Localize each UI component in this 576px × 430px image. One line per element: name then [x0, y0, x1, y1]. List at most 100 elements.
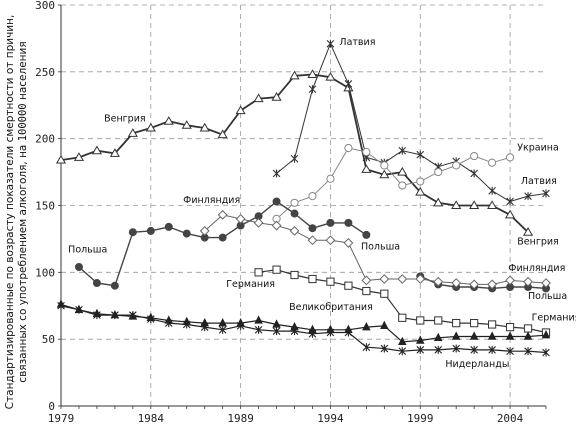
data-point: [362, 147, 371, 157]
data-point: [217, 129, 228, 139]
data-point: [452, 319, 461, 328]
data-point: [73, 152, 85, 161]
data-point: [344, 79, 353, 88]
data-point: [379, 169, 390, 179]
data-point: [218, 325, 227, 334]
y-tick-label-150: 150: [35, 200, 55, 213]
y-axis-title-line-2-pre: связанных со употреблением алкоголя, на: [17, 141, 29, 382]
data-point: [542, 189, 550, 198]
data-point: [109, 148, 120, 157]
data-point: [398, 181, 407, 190]
data-point: [469, 200, 480, 209]
data-point: [272, 265, 281, 274]
data-point: [487, 200, 498, 209]
data-point: [451, 278, 462, 288]
data-point: [128, 228, 137, 237]
data-point: [344, 328, 353, 337]
data-point: [380, 289, 389, 298]
data-point: [164, 222, 173, 231]
data-point: [505, 331, 515, 340]
series-label-5: Финляндия: [183, 195, 240, 206]
data-point: [415, 186, 426, 196]
data-point: [236, 321, 245, 330]
data-point: [470, 319, 479, 328]
data-point: [523, 276, 533, 287]
series-label-4: Венгрия: [517, 236, 558, 247]
data-point: [199, 225, 210, 236]
data-point: [344, 218, 353, 227]
series-label-10: Польша: [528, 291, 567, 302]
data-point: [326, 328, 335, 337]
series-label-7: Польша: [361, 242, 400, 253]
data-point: [308, 224, 317, 233]
y-tick-label-200: 200: [35, 133, 55, 146]
series-label-1: Латвия: [339, 37, 375, 48]
svg-text:связанных со употреблением алк: связанных со употреблением алкоголя, на …: [17, 41, 29, 382]
x-tick-label-1999: 1999: [407, 412, 434, 425]
data-point: [398, 347, 407, 356]
data-point: [416, 150, 425, 159]
data-point: [506, 197, 514, 206]
data-point: [451, 200, 462, 209]
data-point: [343, 238, 354, 248]
data-point: [434, 316, 443, 325]
data-point: [254, 325, 263, 334]
data-point: [110, 281, 119, 290]
series-3: [74, 197, 371, 290]
data-point: [397, 166, 408, 176]
data-point: [92, 279, 101, 288]
data-point: [522, 227, 534, 236]
series-label-2: Украина: [517, 143, 559, 154]
data-point: [380, 344, 389, 353]
data-point: [147, 315, 155, 324]
x-tick-label-1984: 1984: [138, 412, 165, 425]
data-point: [290, 209, 299, 218]
data-point: [289, 225, 300, 236]
data-point: [217, 209, 228, 220]
data-point: [182, 229, 191, 238]
x-tick-label-1979: 1979: [48, 412, 75, 425]
data-point: [200, 323, 209, 332]
data-point: [308, 192, 317, 201]
data-point: [434, 167, 443, 177]
data-point: [344, 143, 353, 153]
data-point: [541, 330, 551, 339]
data-point: [505, 275, 515, 286]
data-point: [470, 169, 478, 178]
data-point: [164, 319, 173, 328]
svg-text:Стандартизированные по возраст: Стандартизированные по возрасту показате…: [4, 15, 16, 410]
data-point: [488, 158, 497, 167]
data-point: [272, 197, 281, 206]
data-point: [75, 305, 83, 314]
data-point: [505, 153, 515, 162]
data-point: [344, 281, 353, 290]
y-axis-title: Стандартизированные по возрасту показате…: [4, 15, 29, 410]
data-point: [362, 343, 371, 352]
data-point: [470, 151, 479, 161]
y-tick-label-100: 100: [35, 266, 55, 279]
x-tick-label-1994: 1994: [317, 412, 344, 425]
data-point: [398, 336, 407, 346]
series-label-8: Финляндия: [508, 263, 565, 274]
data-point: [487, 279, 498, 290]
data-point: [361, 164, 372, 173]
axes: 0 50 100 150 200 250 300 1979 1984 1989 1994 1999 20…: [35, 0, 547, 425]
data-point: [325, 235, 336, 246]
data-point: [505, 323, 515, 332]
data-point: [434, 345, 443, 354]
data-point: [91, 145, 102, 155]
data-point: [541, 278, 551, 288]
series-label-11: Великобритания: [289, 302, 373, 313]
series-group: [55, 39, 551, 357]
data-point: [488, 320, 497, 329]
data-point: [308, 85, 317, 94]
data-point: [182, 320, 191, 329]
data-point: [235, 105, 246, 115]
data-point: [290, 154, 299, 163]
data-point: [416, 316, 425, 325]
data-point: [469, 331, 479, 340]
data-point: [272, 327, 281, 336]
data-point: [254, 315, 263, 324]
data-point: [326, 218, 335, 227]
